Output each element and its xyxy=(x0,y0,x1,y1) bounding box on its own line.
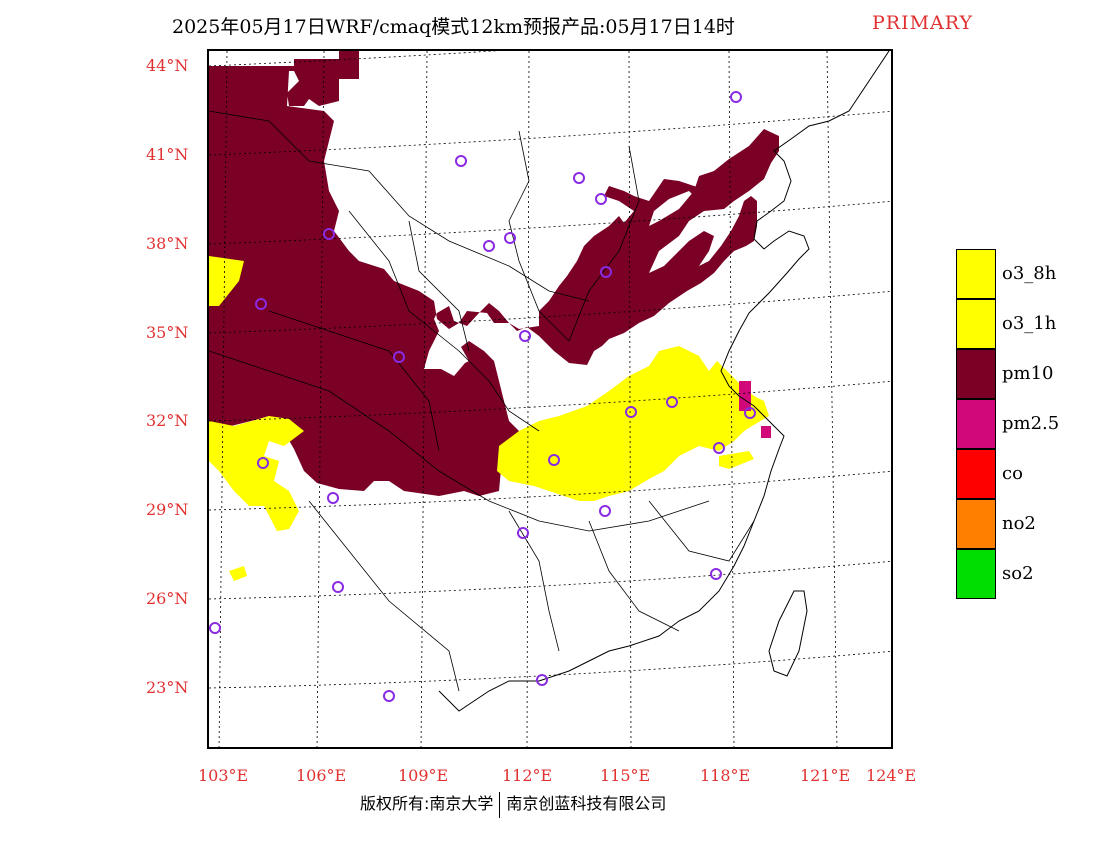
pollutant-type-tag: PRIMARY xyxy=(872,12,974,34)
lat-label: 23°N xyxy=(146,678,189,697)
ozone-region-east-strip xyxy=(719,451,754,469)
legend-swatch xyxy=(956,449,996,499)
lat-label: 29°N xyxy=(146,500,189,519)
lon-label: 124°E xyxy=(866,766,917,785)
station-markers xyxy=(209,91,756,702)
map-title: 2025年05月17日WRF/cmaq模式12km预报产品:05月17日14时 xyxy=(172,16,735,38)
lat-label: 26°N xyxy=(146,589,189,608)
map-panel xyxy=(207,49,893,749)
ozone-region-small xyxy=(229,566,247,581)
legend-item-o3-1h: o3_1h xyxy=(956,299,1096,349)
lat-label: 44°N xyxy=(146,56,189,75)
ozone-region-central xyxy=(497,346,769,501)
legend-label: o3_8h xyxy=(1002,263,1057,284)
copyright-separator xyxy=(499,791,501,818)
legend-item-pm10: pm10 xyxy=(956,349,1096,399)
legend-label: co xyxy=(1002,463,1023,484)
pm10-region xyxy=(209,51,779,496)
lon-label: 121°E xyxy=(800,766,851,785)
legend-swatch xyxy=(956,549,996,599)
lat-label: 41°N xyxy=(146,145,189,164)
taiwan-outline xyxy=(768,590,808,677)
lon-label: 112°E xyxy=(502,766,553,785)
lon-label: 106°E xyxy=(296,766,347,785)
lon-label: 115°E xyxy=(600,766,651,785)
ozone-region-north xyxy=(209,256,244,306)
legend-label: o3_1h xyxy=(1002,313,1057,334)
legend-swatch xyxy=(956,349,996,399)
legend-item-no2: no2 xyxy=(956,499,1096,549)
legend-label: pm2.5 xyxy=(1002,413,1060,434)
legend-swatch xyxy=(956,299,996,349)
copyright-left: 版权所有:南京大学 xyxy=(360,794,494,813)
pm25-patch xyxy=(739,381,751,411)
legend-swatch xyxy=(956,499,996,549)
legend-swatch xyxy=(956,399,996,449)
forecast-map xyxy=(209,51,891,747)
lon-label: 109°E xyxy=(398,766,449,785)
lat-label: 38°N xyxy=(146,234,189,253)
coastline xyxy=(438,51,890,712)
lat-label: 35°N xyxy=(146,323,189,342)
lat-label: 32°N xyxy=(146,411,189,430)
pm10-region-2 xyxy=(209,191,245,276)
pm25-patch xyxy=(761,426,771,438)
legend-label: no2 xyxy=(1002,513,1036,534)
legend-item-o3-8h: o3_8h xyxy=(956,249,1096,299)
legend-label: so2 xyxy=(1002,563,1034,584)
legend-swatch xyxy=(956,249,996,299)
lon-label: 103°E xyxy=(198,766,249,785)
legend-item-so2: so2 xyxy=(956,549,1096,599)
copyright-notice: 版权所有:南京大学 南京创蓝科技有限公司 xyxy=(360,790,666,818)
lon-label: 118°E xyxy=(700,766,751,785)
legend-item-co: co xyxy=(956,449,1096,499)
legend-label: pm10 xyxy=(1002,363,1054,384)
pollutant-legend: o3_8h o3_1h pm10 pm2.5 co no2 so2 xyxy=(956,249,1096,599)
ozone-region-west xyxy=(209,416,304,531)
legend-item-pm25: pm2.5 xyxy=(956,399,1096,449)
lon-grid xyxy=(218,51,838,747)
copyright-right: 南京创蓝科技有限公司 xyxy=(506,794,667,813)
